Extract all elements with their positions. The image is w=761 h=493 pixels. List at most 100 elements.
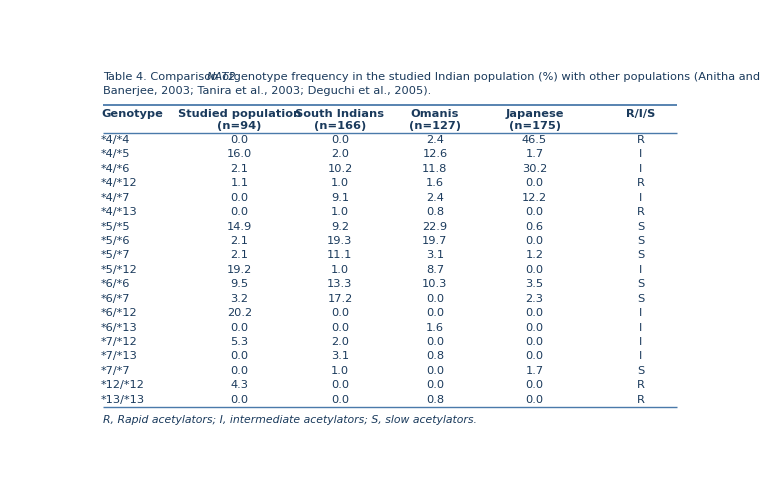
Text: R: R [637,380,645,390]
Text: *6/*12: *6/*12 [101,308,138,318]
Text: I: I [639,193,642,203]
Text: 2.4: 2.4 [426,135,444,145]
Text: 19.3: 19.3 [327,236,352,246]
Text: R, Rapid acetylators; I, intermediate acetylators; S, slow acetylators.: R, Rapid acetylators; I, intermediate ac… [103,415,477,425]
Text: R: R [637,135,645,145]
Text: 1.0: 1.0 [331,366,349,376]
Text: 2.1: 2.1 [231,236,249,246]
Text: 0.6: 0.6 [526,221,543,232]
Text: 0.8: 0.8 [425,395,444,405]
Text: *4/*12: *4/*12 [101,178,138,188]
Text: (n=175): (n=175) [508,121,561,131]
Text: 0.0: 0.0 [525,337,543,347]
Text: 0.0: 0.0 [231,366,249,376]
Text: 0.0: 0.0 [231,193,249,203]
Text: Table 4. Comparison of: Table 4. Comparison of [103,72,237,82]
Text: 1.7: 1.7 [525,149,543,159]
Text: R: R [637,395,645,405]
Text: 0.0: 0.0 [525,207,543,217]
Text: 14.9: 14.9 [227,221,252,232]
Text: I: I [639,337,642,347]
Text: S: S [637,294,645,304]
Text: *5/*5: *5/*5 [101,221,131,232]
Text: 0.0: 0.0 [331,395,349,405]
Text: *4/*7: *4/*7 [101,193,131,203]
Text: 46.5: 46.5 [522,135,547,145]
Text: 0.0: 0.0 [331,308,349,318]
Text: 0.0: 0.0 [525,265,543,275]
Text: *7/*7: *7/*7 [101,366,131,376]
Text: *12/*12: *12/*12 [101,380,145,390]
Text: I: I [639,265,642,275]
Text: *5/*6: *5/*6 [101,236,131,246]
Text: 0.0: 0.0 [525,308,543,318]
Text: 0.8: 0.8 [425,207,444,217]
Text: 0.0: 0.0 [425,308,444,318]
Text: 1.2: 1.2 [526,250,543,260]
Text: *6/*6: *6/*6 [101,279,130,289]
Text: 0.0: 0.0 [331,380,349,390]
Text: 11.8: 11.8 [422,164,447,174]
Text: *4/*4: *4/*4 [101,135,130,145]
Text: 0.0: 0.0 [425,337,444,347]
Text: 11.1: 11.1 [327,250,352,260]
Text: 20.2: 20.2 [227,308,252,318]
Text: 0.0: 0.0 [525,380,543,390]
Text: 9.5: 9.5 [231,279,249,289]
Text: Japanese: Japanese [505,109,564,119]
Text: 0.0: 0.0 [331,135,349,145]
Text: 2.0: 2.0 [331,337,349,347]
Text: 0.0: 0.0 [231,135,249,145]
Text: *6/*13: *6/*13 [101,322,138,333]
Text: *4/*13: *4/*13 [101,207,138,217]
Text: I: I [639,164,642,174]
Text: 13.3: 13.3 [327,279,352,289]
Text: S: S [637,250,645,260]
Text: 0.0: 0.0 [425,380,444,390]
Text: 12.6: 12.6 [422,149,447,159]
Text: S: S [637,221,645,232]
Text: 0.0: 0.0 [525,236,543,246]
Text: 0.0: 0.0 [525,178,543,188]
Text: *7/*12: *7/*12 [101,337,138,347]
Text: R: R [637,178,645,188]
Text: 3.1: 3.1 [425,250,444,260]
Text: 0.0: 0.0 [425,294,444,304]
Text: *7/*13: *7/*13 [101,352,138,361]
Text: 0.0: 0.0 [525,395,543,405]
Text: *13/*13: *13/*13 [101,395,145,405]
Text: Genotype: Genotype [101,109,163,119]
Text: 22.9: 22.9 [422,221,447,232]
Text: I: I [639,322,642,333]
Text: 30.2: 30.2 [522,164,547,174]
Text: 10.3: 10.3 [422,279,447,289]
Text: 19.7: 19.7 [422,236,447,246]
Text: 19.2: 19.2 [227,265,252,275]
Text: 16.0: 16.0 [227,149,252,159]
Text: 8.7: 8.7 [425,265,444,275]
Text: 12.2: 12.2 [522,193,547,203]
Text: 1.1: 1.1 [231,178,249,188]
Text: R: R [637,207,645,217]
Text: 9.2: 9.2 [331,221,349,232]
Text: *5/*12: *5/*12 [101,265,138,275]
Text: 3.5: 3.5 [525,279,543,289]
Text: 3.1: 3.1 [331,352,349,361]
Text: 5.3: 5.3 [231,337,249,347]
Text: R/I/S: R/I/S [626,109,655,119]
Text: S: S [637,366,645,376]
Text: Studied population: Studied population [178,109,301,119]
Text: (n=94): (n=94) [218,121,262,131]
Text: genotype frequency in the studied Indian population (%) with other populations (: genotype frequency in the studied Indian… [230,72,759,82]
Text: 0.8: 0.8 [425,352,444,361]
Text: 2.4: 2.4 [426,193,444,203]
Text: 2.3: 2.3 [526,294,543,304]
Text: 2.0: 2.0 [331,149,349,159]
Text: (n=127): (n=127) [409,121,461,131]
Text: 4.3: 4.3 [231,380,249,390]
Text: S: S [637,279,645,289]
Text: *6/*7: *6/*7 [101,294,131,304]
Text: 17.2: 17.2 [327,294,352,304]
Text: 10.2: 10.2 [327,164,352,174]
Text: I: I [639,352,642,361]
